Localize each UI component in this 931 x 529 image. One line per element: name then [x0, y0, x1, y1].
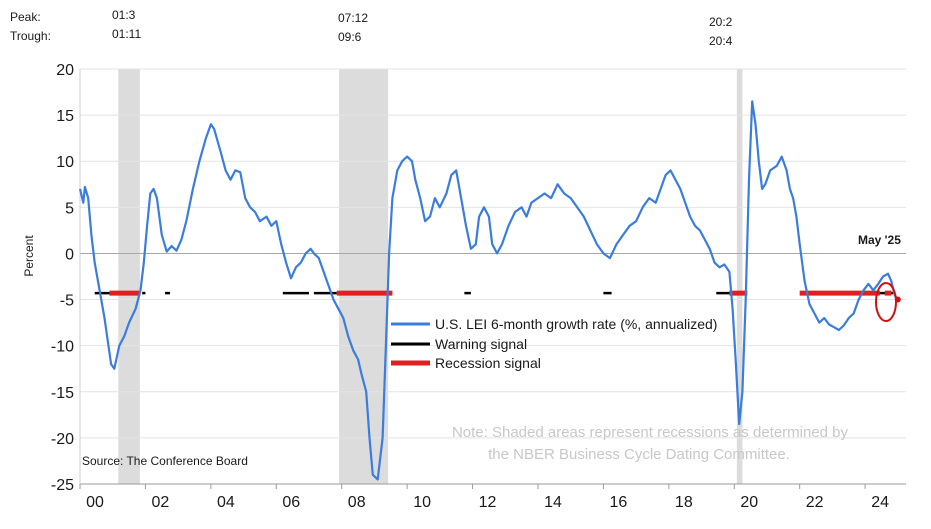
x-tick-16: 16 [610, 494, 628, 511]
note-line-2: the NBER Business Cycle Dating Committee… [488, 446, 790, 463]
x-tick-00: 00 [86, 494, 104, 511]
recession3-peak: 20:2 [709, 15, 733, 29]
y-tick--15: -15 [51, 385, 74, 402]
y-tick-5: 5 [65, 200, 74, 217]
recession-shading [118, 69, 743, 484]
y-axis-title: Percent [22, 235, 36, 277]
x-tick-14: 14 [544, 494, 562, 511]
recession3-trough: 20:4 [709, 34, 733, 48]
x-tick-24: 24 [871, 494, 889, 511]
gridlines [79, 68, 906, 485]
trough-header-label: Trough: [10, 29, 51, 43]
latest-point-marker [875, 282, 897, 322]
y-tick--25: -25 [51, 477, 74, 494]
note-line-1: Note: Shaded areas represent recessions … [452, 424, 849, 441]
legend-label-recession: Recession signal [435, 355, 541, 371]
y-tick-labels: 20 15 10 5 0 -5 -10 -15 -20 -25 [51, 62, 74, 494]
recession1-trough: 01:11 [112, 27, 141, 41]
recession-band-3 [736, 69, 743, 484]
x-tick-10: 10 [413, 494, 431, 511]
y-tick--20: -20 [51, 431, 74, 448]
legend-label-warning: Warning signal [435, 336, 527, 352]
recession1-peak: 01:3 [112, 8, 136, 22]
source-label: Source: The Conference Board [82, 454, 248, 468]
x-tick-22: 22 [806, 494, 824, 511]
y-tick-0: 0 [65, 246, 74, 263]
legend-label-lei: U.S. LEI 6-month growth rate (%, annuali… [435, 316, 717, 332]
x-tick-18: 18 [675, 494, 693, 511]
recession2-peak: 07:12 [338, 11, 368, 25]
peak-header-label: Peak: [10, 10, 41, 24]
recession-band-2 [339, 69, 389, 484]
x-tick-06: 06 [282, 494, 300, 511]
y-tick--10: -10 [51, 339, 74, 356]
legend: U.S. LEI 6-month growth rate (%, annuali… [391, 316, 717, 371]
lei-line [78, 100, 899, 481]
lei-series [78, 100, 901, 481]
x-tick-12: 12 [479, 494, 497, 511]
x-tick-02: 02 [152, 494, 170, 511]
recession-band-1 [118, 69, 140, 484]
x-tick-20: 20 [740, 494, 758, 511]
y-tick-10: 10 [56, 154, 74, 171]
latest-point-label: May '25 [858, 233, 901, 247]
y-tick-15: 15 [56, 108, 74, 125]
x-tick-08: 08 [348, 494, 366, 511]
y-tick-20: 20 [56, 62, 74, 79]
x-tick-labels: 00 02 04 06 08 10 12 14 16 18 20 22 24 [79, 484, 889, 511]
x-tick-04: 04 [217, 494, 235, 511]
y-tick--5: -5 [60, 293, 74, 310]
recession2-trough: 09:6 [338, 30, 362, 44]
